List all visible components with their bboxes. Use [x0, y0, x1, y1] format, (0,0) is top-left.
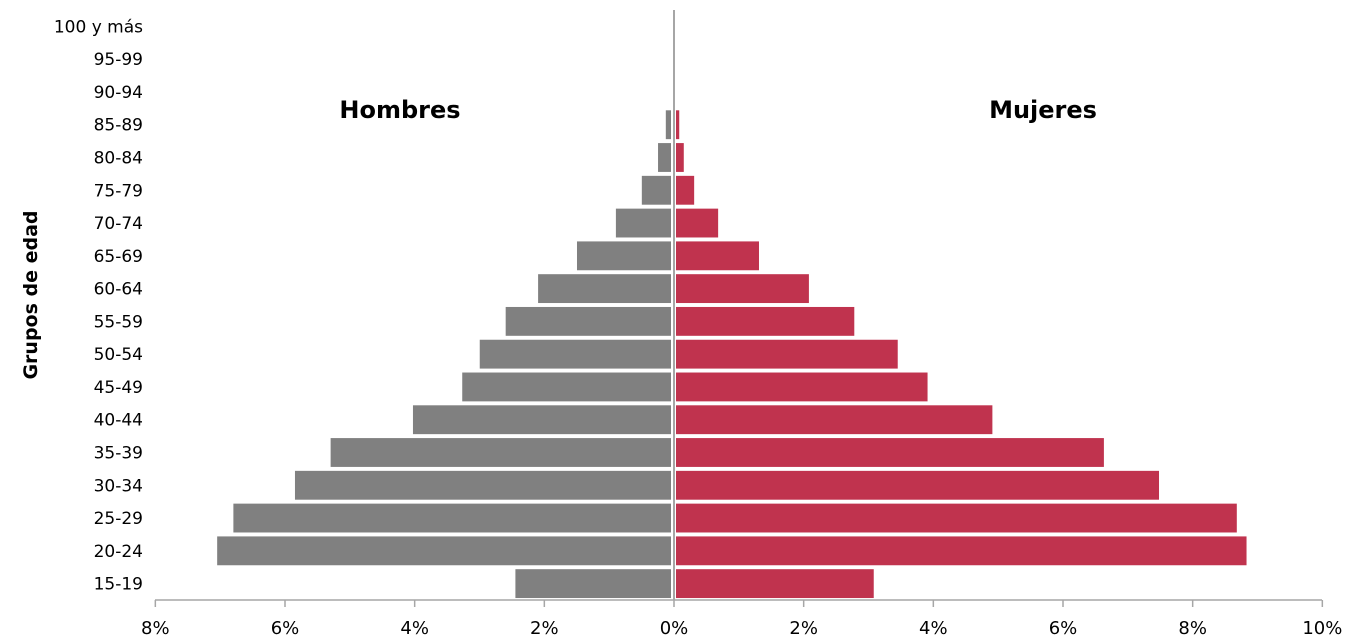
- bar-hombres: [538, 274, 671, 304]
- x-axis-ticks: 8% 6% 4% 2% 0% 2% 4% 6% 8% 10%: [141, 600, 1342, 639]
- category-label: 85-89: [94, 116, 143, 136]
- category-label: 40-44: [94, 411, 143, 431]
- bar-mujeres: [676, 143, 684, 172]
- category-label: 55-59: [94, 312, 143, 332]
- category-label: 60-64: [94, 280, 143, 300]
- bar-mujeres: [676, 536, 1247, 566]
- category-label: 20-24: [94, 542, 143, 562]
- series-label-hombres: Hombres: [339, 96, 460, 124]
- category-label: 90-94: [94, 83, 143, 103]
- bar-hombres: [330, 438, 671, 467]
- category-label: 65-69: [94, 247, 143, 267]
- bar-hombres: [505, 306, 671, 336]
- x-tick-label: 2%: [530, 618, 559, 639]
- bar-hombres: [658, 143, 671, 172]
- x-tick-label: 4%: [400, 618, 429, 639]
- bar-mujeres: [676, 208, 719, 238]
- y-axis-title: Grupos de edad: [20, 210, 42, 379]
- category-label: 70-74: [94, 214, 143, 234]
- bars-group: [217, 110, 1247, 599]
- bar-mujeres: [676, 372, 928, 402]
- category-label: 30-34: [94, 476, 143, 496]
- y-axis-categories: 15-19 20-24 25-29 30-34 35-39 40-44 45-49 50-54…: [54, 17, 143, 594]
- category-label: 35-39: [94, 444, 143, 464]
- x-tick-label: 0%: [660, 618, 689, 639]
- category-label: 50-54: [94, 345, 143, 365]
- bar-mujeres: [676, 110, 680, 140]
- bar-hombres: [412, 405, 671, 435]
- bar-hombres: [294, 470, 671, 500]
- bar-mujeres: [676, 569, 874, 599]
- bar-hombres: [641, 175, 671, 205]
- bar-hombres: [479, 339, 671, 369]
- bar-mujeres: [676, 241, 759, 271]
- x-tick-label: 6%: [271, 618, 300, 639]
- bar-mujeres: [676, 274, 809, 304]
- category-label: 45-49: [94, 378, 143, 398]
- category-label: 80-84: [94, 149, 143, 169]
- bar-hombres: [462, 372, 671, 402]
- bar-mujeres: [676, 339, 898, 369]
- x-tick-label: 8%: [1178, 618, 1207, 639]
- bar-mujeres: [676, 503, 1237, 533]
- bar-hombres: [615, 208, 671, 238]
- bar-mujeres: [676, 306, 855, 336]
- series-label-mujeres: Mujeres: [989, 96, 1097, 124]
- x-tick-label: 6%: [1049, 618, 1078, 639]
- bar-mujeres: [676, 175, 695, 205]
- category-label: 15-19: [94, 575, 143, 595]
- bar-hombres: [665, 110, 671, 140]
- category-label: 95-99: [94, 50, 143, 70]
- bar-hombres: [515, 569, 671, 599]
- bar-mujeres: [676, 438, 1104, 467]
- category-label: 25-29: [94, 509, 143, 529]
- x-tick-label: 4%: [919, 618, 948, 639]
- category-label: 75-79: [94, 181, 143, 201]
- x-tick-label: 10%: [1302, 618, 1342, 639]
- x-tick-label: 2%: [789, 618, 818, 639]
- bar-mujeres: [676, 405, 993, 435]
- x-tick-label: 8%: [141, 618, 170, 639]
- bar-hombres: [217, 536, 671, 566]
- bar-hombres: [233, 503, 671, 533]
- bar-mujeres: [676, 470, 1160, 500]
- category-label: 100 y más: [54, 17, 143, 37]
- bar-hombres: [576, 241, 671, 271]
